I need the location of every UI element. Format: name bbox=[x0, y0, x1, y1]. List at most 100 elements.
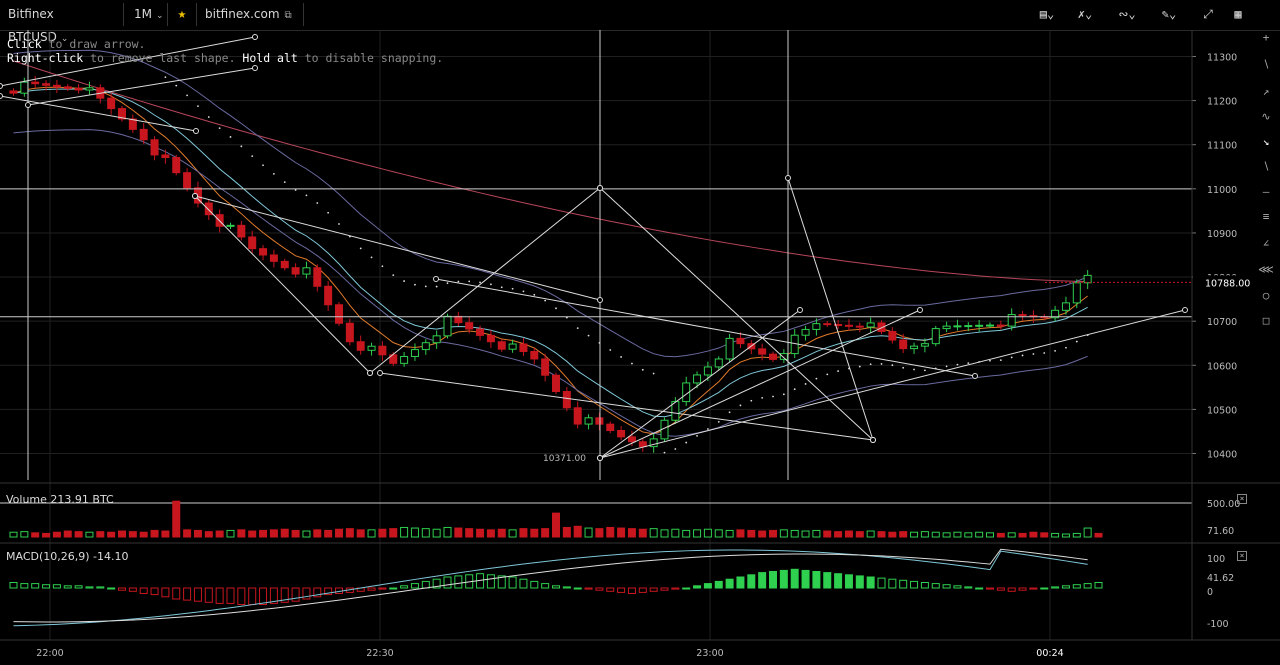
macd-bar bbox=[899, 579, 908, 589]
macd-bar bbox=[421, 580, 430, 589]
sar-dot bbox=[858, 365, 861, 368]
volume-bar bbox=[660, 529, 669, 538]
macd-bar bbox=[769, 571, 777, 589]
candle bbox=[736, 337, 745, 345]
volume-tick-label: 500.00 bbox=[1207, 499, 1240, 510]
macd-bar bbox=[855, 575, 864, 589]
sar-dot bbox=[761, 397, 764, 399]
volume-bar bbox=[497, 528, 506, 538]
volume-bar bbox=[769, 529, 777, 538]
macd-bar bbox=[1094, 582, 1103, 589]
volume-bar bbox=[204, 531, 213, 538]
trend-tool-icon[interactable]: ∖ bbox=[1262, 160, 1270, 173]
drawing-mode-icon[interactable]: ∾⌄ bbox=[1118, 7, 1136, 21]
arrow-line bbox=[599, 309, 1186, 459]
arrow-handle bbox=[797, 307, 803, 313]
sar-dot bbox=[403, 280, 405, 282]
sar-dot bbox=[967, 362, 970, 365]
grid bbox=[0, 30, 1192, 640]
sar-dot bbox=[837, 370, 839, 372]
macd-tick-label: 41.62 bbox=[1207, 573, 1234, 584]
settings-panel-icon[interactable]: ▦ bbox=[1234, 7, 1242, 21]
pencil-icon[interactable]: ✎⌄ bbox=[1161, 7, 1177, 21]
fan-tool-icon[interactable]: ∠ bbox=[1262, 237, 1270, 250]
volume-bar bbox=[844, 530, 853, 538]
pitchfork-tool-icon[interactable]: ⋘ bbox=[1258, 263, 1274, 276]
arrow-line bbox=[599, 309, 801, 459]
exchange-link[interactable]: bitfinex.com ⧉ bbox=[196, 3, 304, 26]
sar-dot bbox=[674, 448, 677, 450]
candle bbox=[324, 285, 333, 306]
candle bbox=[682, 382, 691, 403]
chart-type-icon[interactable]: ▤⌄ bbox=[1039, 7, 1055, 21]
volume-bar bbox=[313, 529, 322, 538]
volume-bar bbox=[269, 529, 278, 538]
symbol-selector[interactable]: Bitfinex BTCUSD ⌄ bbox=[0, 3, 124, 44]
macd-bar bbox=[324, 587, 333, 596]
volume-bar bbox=[443, 526, 452, 538]
macd-bar bbox=[443, 576, 452, 589]
candle bbox=[1072, 282, 1081, 304]
drawn-arrows[interactable] bbox=[0, 30, 1192, 480]
candle bbox=[486, 334, 495, 343]
moving-averages bbox=[13, 49, 1089, 454]
close-volume-icon[interactable]: × bbox=[1237, 494, 1247, 504]
arrow-handle bbox=[433, 276, 439, 282]
candle bbox=[118, 108, 126, 120]
price-tick-label: 10400 bbox=[1207, 450, 1237, 461]
macd-bar bbox=[410, 583, 419, 589]
curve-tool-icon[interactable]: ∿ bbox=[1261, 110, 1271, 123]
timeframe-selector[interactable]: 1M ⌄ bbox=[126, 3, 168, 26]
rectangle-tool-icon[interactable]: □ bbox=[1262, 314, 1270, 327]
ray-tool-icon[interactable]: ↗ bbox=[1262, 85, 1270, 98]
sar-dot bbox=[782, 393, 785, 396]
volume-bar bbox=[649, 528, 658, 538]
candle bbox=[725, 337, 734, 360]
macd-bar bbox=[812, 571, 821, 589]
horizontal-line-icon[interactable]: — bbox=[1262, 185, 1270, 198]
arrow-tool-icon[interactable]: ↘ bbox=[1262, 135, 1270, 148]
sar-dot bbox=[294, 189, 297, 191]
candle bbox=[964, 325, 973, 328]
sar-dot bbox=[956, 363, 959, 366]
fullscreen-icon[interactable]: ⤢ bbox=[1203, 7, 1213, 21]
arrow-line bbox=[0, 95, 197, 132]
indicators-icon[interactable]: ✗⌄ bbox=[1077, 7, 1093, 21]
volume-bar bbox=[1051, 532, 1060, 538]
close-macd-icon[interactable]: × bbox=[1237, 551, 1247, 561]
sar-dot bbox=[511, 287, 514, 290]
candle bbox=[454, 315, 463, 324]
circle-tool-icon[interactable]: ○ bbox=[1262, 289, 1270, 302]
volume-bar bbox=[9, 531, 18, 538]
macd-bar bbox=[530, 580, 539, 589]
sar-dot bbox=[479, 281, 481, 284]
line-tool-icon[interactable]: ∖ bbox=[1262, 58, 1270, 71]
volume-bar bbox=[476, 528, 485, 538]
volume-bar bbox=[74, 531, 83, 538]
crosshair-tool-icon[interactable]: + bbox=[1262, 31, 1270, 44]
volume-bar bbox=[736, 529, 745, 538]
candle bbox=[942, 325, 951, 330]
candle bbox=[139, 128, 148, 141]
chevron-down-icon: ⌄ bbox=[156, 11, 164, 21]
sar-dot bbox=[815, 377, 818, 380]
volume-bar bbox=[866, 530, 875, 538]
candle bbox=[920, 343, 929, 347]
macd-bar bbox=[204, 587, 213, 603]
candle bbox=[52, 84, 61, 88]
volume-bar bbox=[823, 530, 832, 538]
volume-bar bbox=[530, 528, 539, 538]
macd-bar bbox=[193, 587, 202, 602]
macd-bar bbox=[703, 583, 712, 589]
bollinger-lower bbox=[13, 129, 1088, 437]
candle bbox=[552, 374, 560, 392]
macd-bar bbox=[953, 585, 962, 589]
star-icon[interactable]: ★ bbox=[177, 6, 187, 22]
sar-dot bbox=[685, 441, 688, 444]
fib-tool-icon[interactable]: ≡ bbox=[1262, 210, 1270, 223]
volume-bar bbox=[302, 530, 311, 538]
candle bbox=[703, 366, 712, 376]
time-tick-label: 00:24 bbox=[1036, 648, 1063, 659]
macd-bar bbox=[1083, 583, 1092, 589]
